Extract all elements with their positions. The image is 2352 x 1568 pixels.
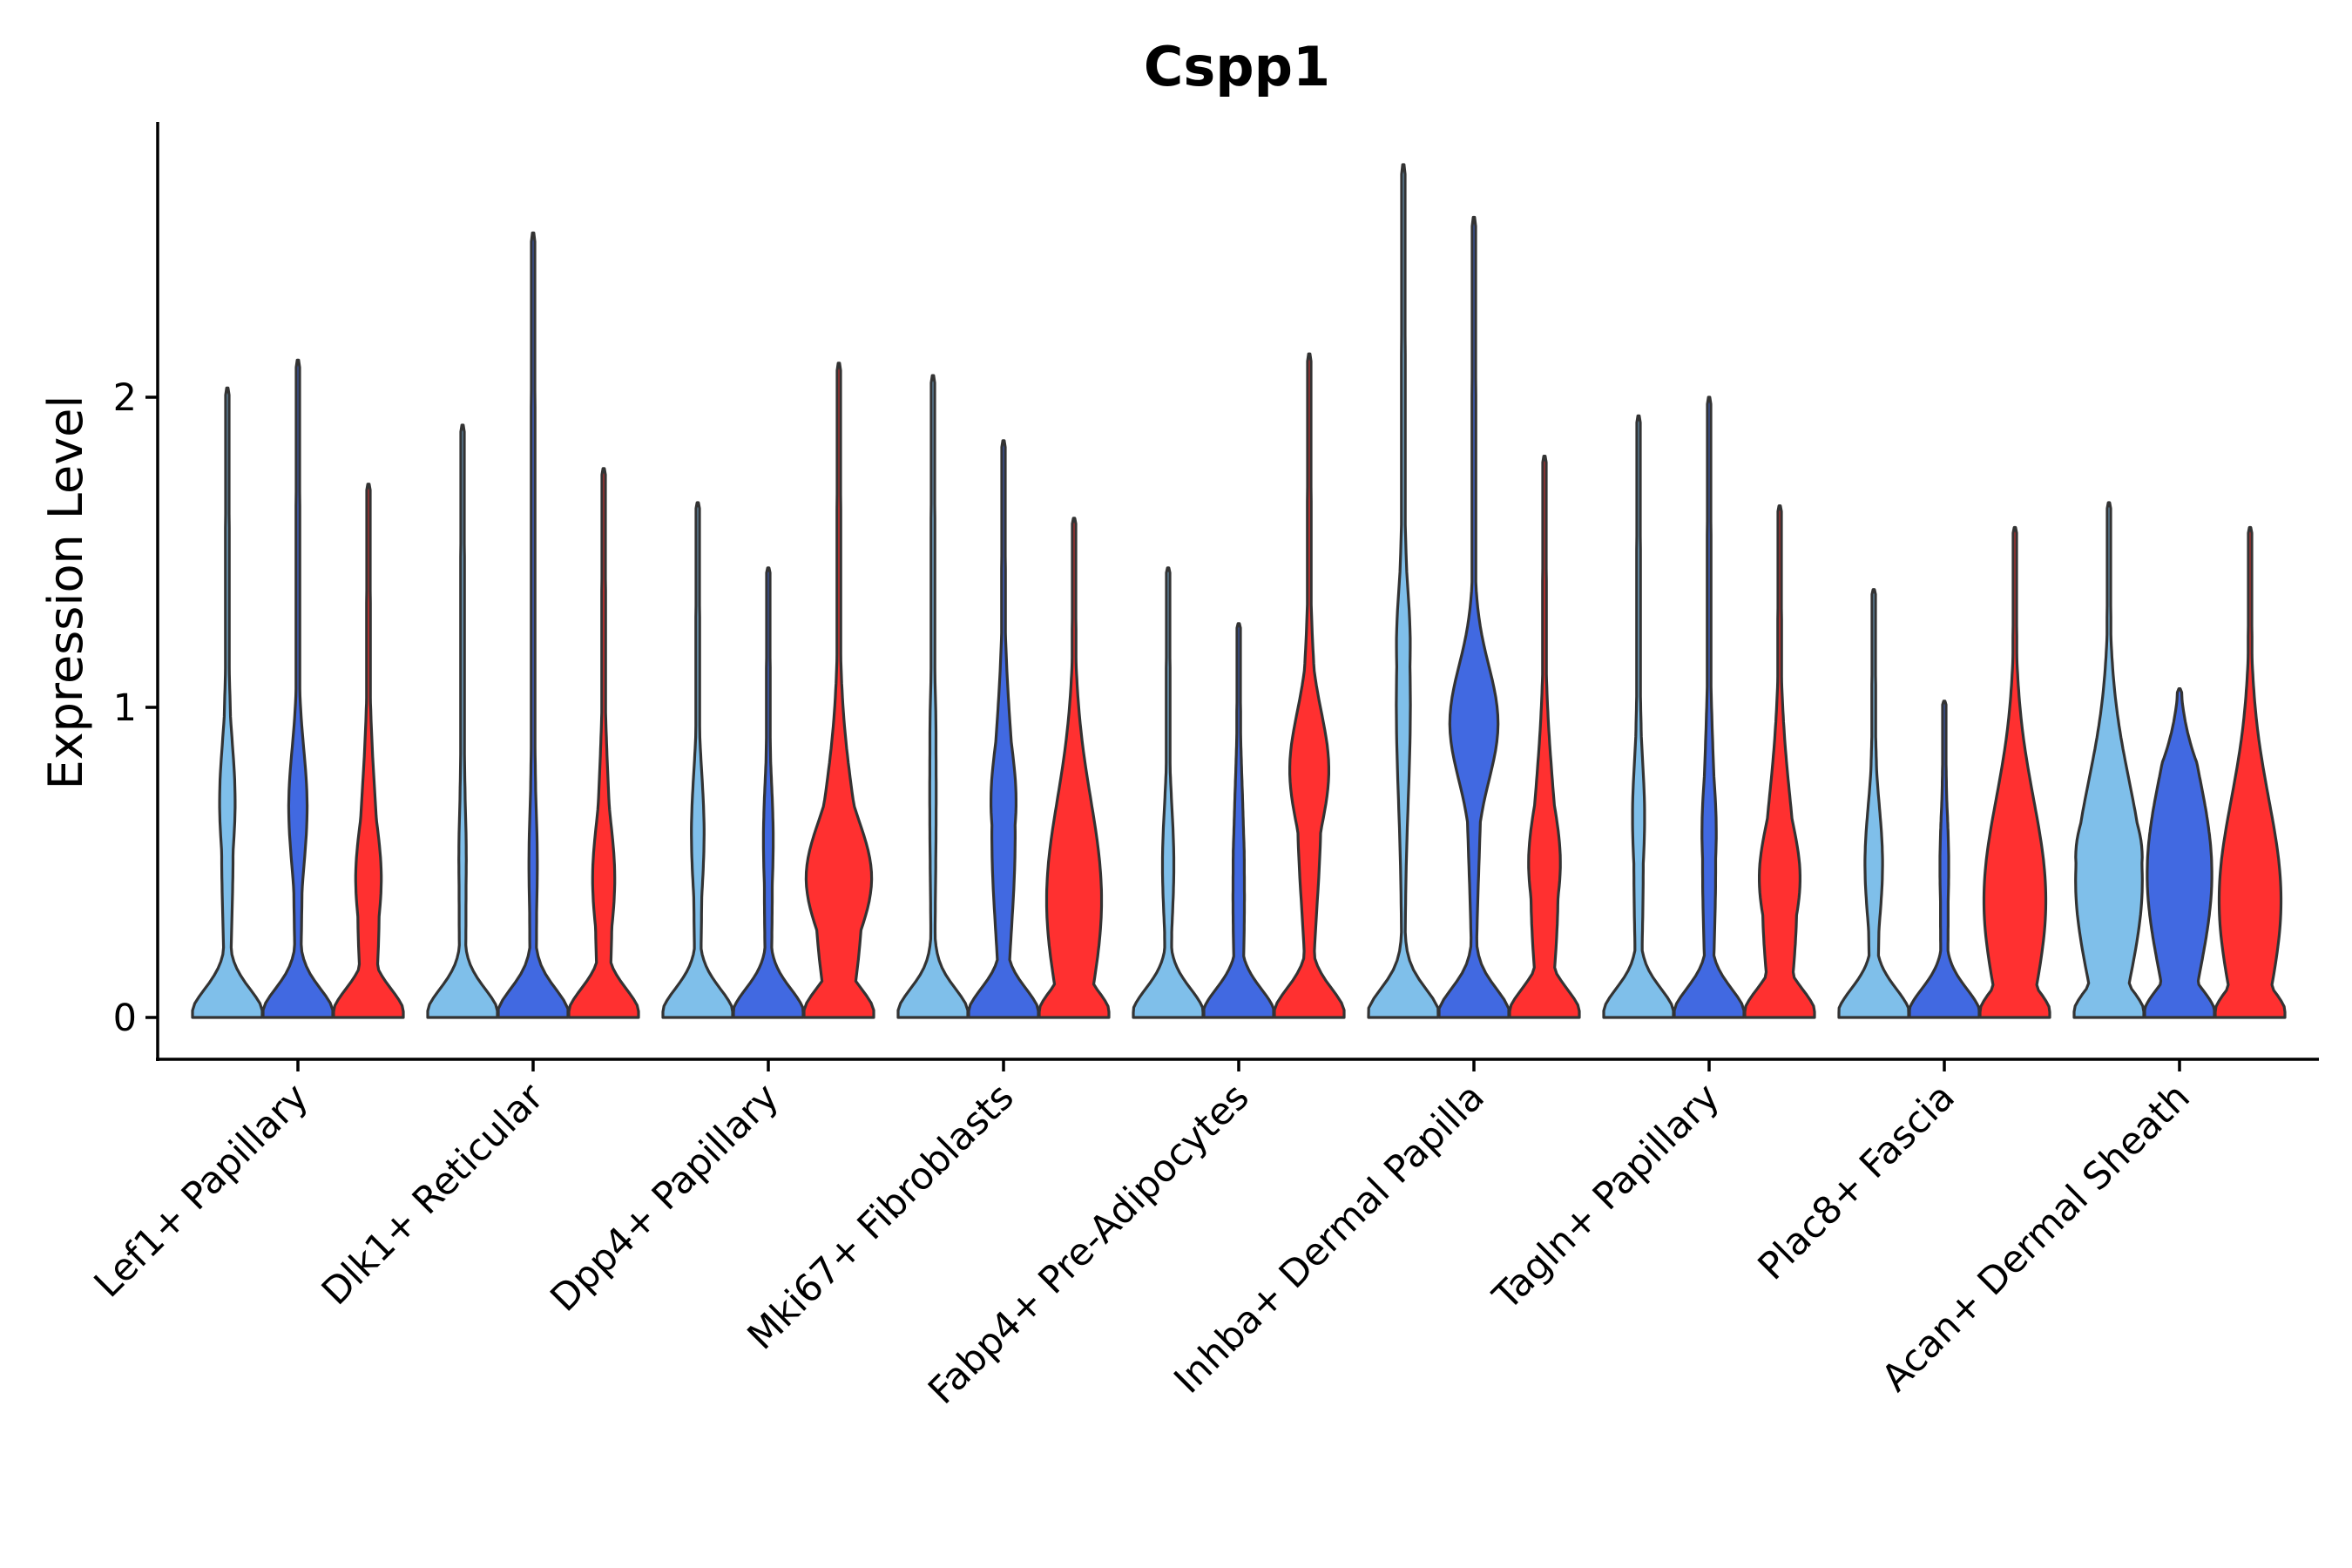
violin-plac8-fascia-group-3 [1978, 525, 2051, 1019]
violin-layer [191, 163, 2287, 1019]
violin-tagln-papillary-group-2 [1673, 395, 1746, 1019]
y-axis-label: Expression Level [38, 395, 93, 790]
x-tick-label-lef1-papillary: Lef1+ Papillary [86, 1075, 317, 1306]
violin-lef1-papillary-group-2 [261, 358, 335, 1019]
violin-mki67-fibroblasts-group-1 [896, 374, 970, 1019]
violin-dpp4-papillary-group-1 [661, 501, 734, 1019]
y-tick-label: 0 [113, 997, 137, 1040]
violin-dpp4-papillary-group-3 [802, 362, 875, 1019]
violin-lef1-papillary-group-3 [332, 483, 405, 1019]
violin-dpp4-papillary-group-2 [732, 566, 805, 1019]
x-tick-label-plac8-fascia: Plac8+ Fascia [1750, 1075, 1963, 1288]
violin-inhba-dermal-papilla-group-2 [1437, 215, 1511, 1019]
y-ticks: 0 1 2 [113, 376, 158, 1040]
violin-dlk1-reticular-group-2 [497, 231, 570, 1019]
violin-lef1-papillary-group-1 [191, 386, 264, 1019]
x-tick-label-dlk1-reticular: Dlk1+ Reticular [314, 1075, 552, 1314]
violin-acan-dermal-sheath-group-2 [2143, 687, 2216, 1019]
violin-plac8-fascia-group-1 [1837, 588, 1910, 1019]
y-tick-label: 1 [113, 686, 137, 730]
violin-acan-dermal-sheath-group-1 [2072, 501, 2146, 1019]
violin-dlk1-reticular-group-3 [567, 467, 640, 1019]
violin-tagln-papillary-group-1 [1602, 414, 1675, 1019]
violin-inhba-dermal-papilla-group-3 [1508, 455, 1581, 1019]
violin-dlk1-reticular-group-1 [426, 423, 499, 1019]
x-tick-label-mki67-fibroblasts: Mki67+ Fibroblasts [740, 1075, 1023, 1358]
violin-tagln-papillary-group-3 [1743, 504, 1816, 1019]
violin-inhba-dermal-papilla-group-1 [1367, 163, 1440, 1019]
violin-fabp4-pre-adipocytes-group-3 [1273, 352, 1346, 1019]
x-tick-label-dpp4-papillary: Dpp4+ Papillary [543, 1075, 787, 1320]
violin-plac8-fascia-group-2 [1908, 700, 1981, 1019]
chart-title: Cspp1 [1144, 35, 1330, 98]
violin-acan-dermal-sheath-group-3 [2213, 525, 2287, 1019]
violin-fabp4-pre-adipocytes-group-2 [1202, 622, 1275, 1019]
y-tick-label: 2 [113, 376, 137, 420]
x-tick-label-tagln-papillary: Tagln+ Papillary [1484, 1075, 1728, 1319]
violin-mki67-fibroblasts-group-3 [1037, 517, 1111, 1019]
violin-fabp4-pre-adipocytes-group-1 [1132, 566, 1205, 1019]
violin-mki67-fibroblasts-group-2 [967, 439, 1040, 1019]
